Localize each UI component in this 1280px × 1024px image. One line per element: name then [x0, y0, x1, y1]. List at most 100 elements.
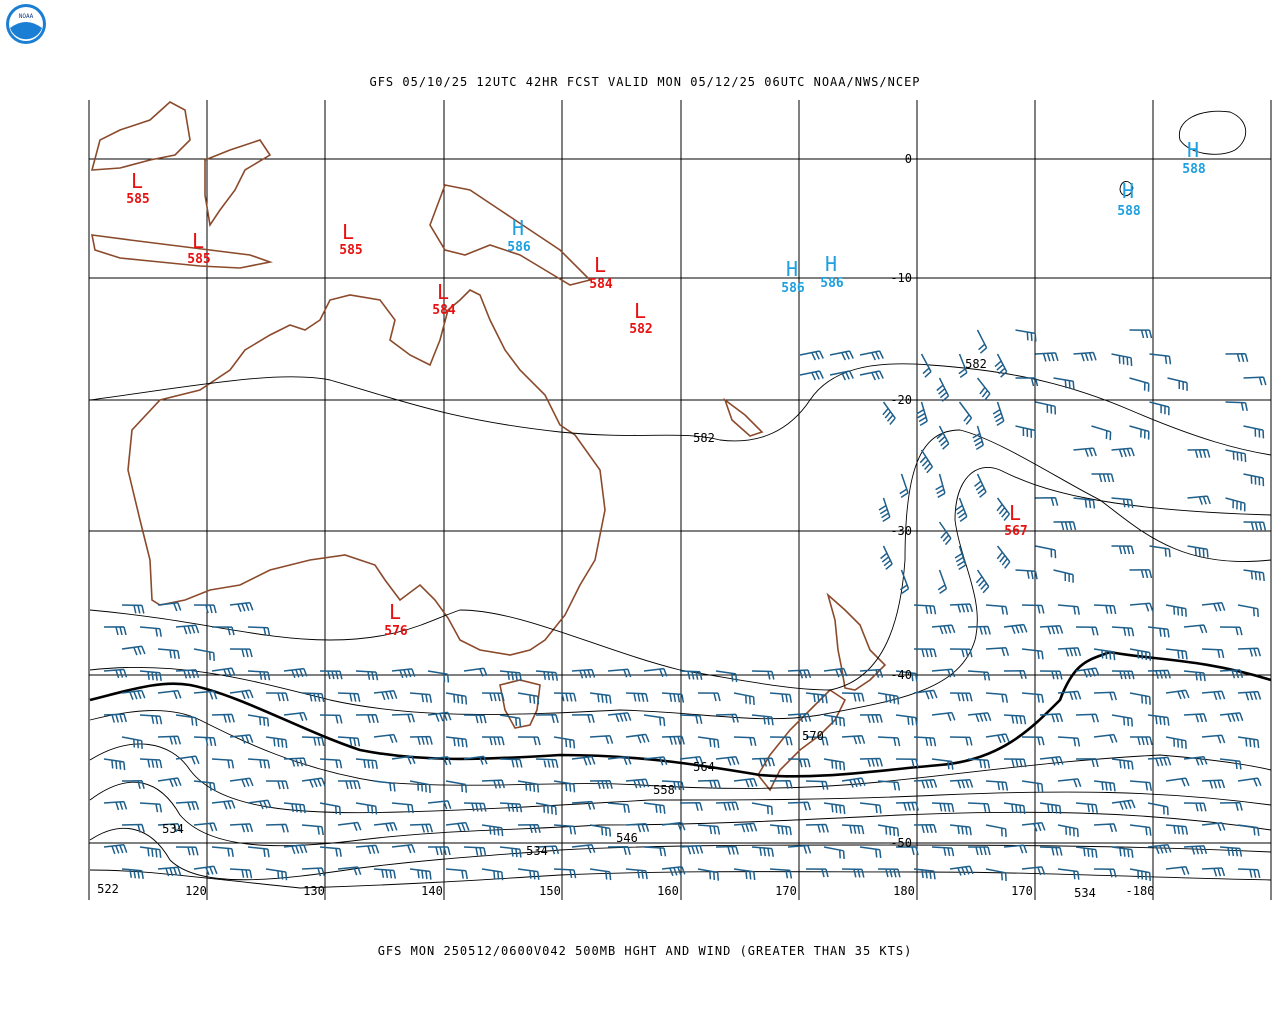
center-value: 584 [432, 303, 456, 318]
wind-barb [1129, 425, 1150, 440]
wind-barb [1201, 779, 1226, 789]
wind-barb [373, 690, 398, 701]
wind-barb [463, 802, 487, 812]
height-contours [89, 110, 1272, 889]
wind-barb [878, 497, 891, 523]
contour-label: 534 [1074, 886, 1096, 900]
wind-barb [157, 866, 182, 877]
wind-barb [994, 353, 1008, 378]
center-value: 588 [1117, 204, 1141, 219]
wind-barb [1075, 846, 1098, 858]
lat-label: -20 [890, 393, 912, 407]
lon-label: -180 [1126, 884, 1155, 898]
wind-barb [481, 692, 505, 702]
wind-barb [157, 648, 180, 660]
wind-barb [1187, 448, 1211, 458]
wind-barb [841, 734, 866, 745]
wind-barb [679, 801, 703, 811]
map-title: GFS 05/10/25 12UTC 42HR FCST VALID MON 0… [369, 75, 920, 89]
wind-barb [985, 604, 1009, 615]
wind-barb [1219, 846, 1243, 857]
wind-barb [1053, 521, 1077, 531]
wind-barb [589, 692, 612, 704]
wind-barb [1147, 714, 1170, 726]
wind-barb [949, 648, 973, 658]
wind-barb [1149, 353, 1172, 365]
wind-barb [409, 735, 433, 745]
wind-barb [571, 668, 596, 679]
wind-barb [1003, 623, 1028, 634]
wind-barb [607, 755, 632, 766]
wind-barb [121, 604, 145, 614]
wind-barb [769, 824, 792, 836]
center-value: 576 [384, 624, 408, 639]
wind-barb [553, 824, 577, 835]
wind-barb [265, 736, 288, 749]
wind-barb [157, 689, 182, 700]
contour-label: 534 [162, 822, 184, 836]
wind-barb [1057, 824, 1079, 838]
wind-barb [193, 648, 215, 661]
wind-barb [751, 714, 774, 726]
wind-barb [1187, 495, 1211, 505]
wind-barb [823, 714, 846, 727]
wind-barb [643, 846, 667, 857]
borneo [90, 101, 191, 171]
wind-barb [1129, 648, 1152, 661]
wind-barb [338, 780, 361, 790]
center-letter: L [437, 280, 449, 304]
wind-barb [211, 799, 236, 810]
lesser-sunda [90, 234, 274, 269]
wind-barb [936, 425, 950, 450]
lat-label: -50 [890, 836, 912, 850]
wind-barb [625, 822, 650, 833]
wind-barb [643, 667, 668, 678]
wind-barb [697, 692, 721, 702]
wind-barb [972, 425, 985, 451]
wind-barb [938, 521, 952, 546]
wind-barb [1183, 845, 1208, 855]
wind-barb [1039, 670, 1063, 680]
noaa-logo: NOAA [6, 4, 46, 44]
wind-barb [1129, 692, 1151, 705]
wind-barb [319, 846, 342, 857]
wind-barb [895, 714, 918, 726]
wind-barb [355, 714, 379, 724]
wind-barb [967, 758, 991, 769]
wind-barb [103, 844, 128, 855]
wind-barb [967, 802, 991, 813]
wind-barb [1225, 353, 1249, 362]
wind-barb [589, 868, 612, 881]
wind-barb [877, 692, 900, 705]
wind-barb [283, 757, 308, 767]
wind-barb [247, 714, 270, 727]
contour-label: 582 [693, 431, 715, 445]
wind-barb [589, 824, 612, 837]
wind-barb [1201, 648, 1225, 659]
wind-barb [481, 868, 504, 881]
wind-barb [535, 670, 559, 681]
new-guinea [429, 184, 592, 286]
wind-barb [899, 473, 909, 499]
wind-barb [1183, 755, 1208, 766]
wind-barb [787, 758, 811, 768]
wind-barb [139, 626, 162, 637]
wind-barb [1237, 868, 1261, 879]
wind-barb [799, 350, 824, 361]
wind-barb [175, 846, 199, 856]
center-letter: L [1009, 501, 1021, 525]
wind-barb [1129, 824, 1152, 836]
wind-barb [373, 780, 396, 792]
wind-barb [319, 758, 343, 769]
wind-barb [301, 867, 326, 877]
wind-barb [715, 845, 739, 855]
wind-barb [715, 755, 740, 766]
wind-barb [1075, 667, 1100, 678]
wind-barb [1035, 496, 1059, 506]
wind-barb [103, 668, 128, 679]
wind-barb [1057, 736, 1081, 747]
wind-barb [954, 545, 967, 571]
wind-barb [1183, 713, 1208, 723]
wind-barb [805, 692, 828, 704]
